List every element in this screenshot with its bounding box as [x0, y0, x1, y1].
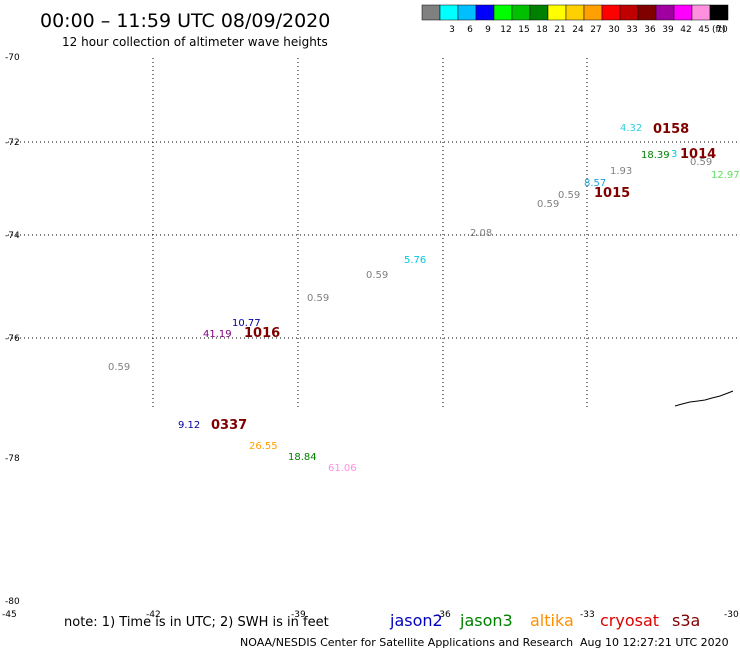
lon-label: -30	[724, 610, 739, 620]
satellite-legend: jason2 jason3 altika cryosat s3a	[389, 611, 700, 630]
color-scale: 3 6 9 12 15 18 21 24 27 30 33 36 39 42 45 70(ft)	[421, 4, 729, 35]
scale-swatch	[439, 4, 459, 21]
footer-credit: NOAA/NESDIS Center for Satellite Applica…	[240, 636, 573, 649]
scale-label: 15	[518, 25, 529, 35]
observation-time-label: 1015	[594, 186, 630, 201]
scale-swatch	[493, 4, 513, 21]
lon-label: -39	[291, 610, 306, 620]
lon-label: -36	[436, 610, 451, 620]
legend-altika: altika	[530, 611, 574, 630]
scale-swatch	[565, 4, 585, 21]
wave-height-label: 5.76	[404, 255, 426, 266]
wave-height-label: 3	[671, 149, 677, 160]
wave-height-label: 0.59	[537, 199, 559, 210]
scale-swatch	[673, 4, 693, 21]
scale-label: 6	[467, 25, 473, 35]
legend-jason2: jason2	[389, 611, 443, 630]
scale-label: 9	[485, 25, 491, 35]
scale-unit: (ft)	[712, 25, 726, 35]
scale-swatch	[529, 4, 549, 21]
legend-jason3: jason3	[459, 611, 513, 630]
wave-height-label: 0.59	[558, 190, 580, 201]
scale-label: 36	[644, 25, 656, 35]
footer-timestamp: Aug 10 12:27:21 UTC 2020	[580, 636, 729, 649]
wave-height-label: 1.93	[610, 166, 632, 177]
scale-swatch	[475, 4, 495, 21]
lon-label: -42	[146, 610, 161, 620]
lat-label: -76	[5, 334, 20, 344]
wave-height-label: 41.19	[203, 329, 232, 340]
legend-s3a: s3a	[672, 611, 700, 630]
graticule	[8, 58, 740, 408]
wave-height-label: 0.59	[690, 157, 712, 168]
wave-height-label: 0.59	[307, 293, 329, 304]
wave-height-label: 0.59	[108, 362, 130, 373]
wave-height-label: 10.77	[232, 318, 261, 329]
lat-label: -72	[5, 138, 20, 148]
lat-label: -70	[5, 53, 20, 63]
wave-height-label: 2.08	[470, 228, 492, 239]
scale-swatch	[619, 4, 639, 21]
scale-swatch	[601, 4, 621, 21]
wave-height-label: 8.57	[584, 178, 606, 189]
scale-swatch	[655, 4, 675, 21]
scale-swatch	[547, 4, 567, 21]
observation-time-label: 1014	[680, 147, 716, 162]
wave-height-label: 12.97	[711, 170, 740, 181]
scale-label: 70	[716, 25, 728, 35]
scale-label: 39	[662, 25, 674, 35]
wave-height-label: 26.55	[249, 441, 278, 452]
observation-time-label: 0158	[653, 122, 689, 137]
map-title: 00:00 – 11:59 UTC 08/09/2020	[40, 10, 330, 32]
scale-label: 24	[572, 25, 584, 35]
footer-note: note: 1) Time is in UTC; 2) SWH is in fe…	[64, 615, 329, 630]
observation-time-label: 0337	[211, 418, 247, 433]
scale-swatch	[511, 4, 531, 21]
wave-height-label: 0.59	[366, 270, 388, 281]
wave-height-label: 4.32	[620, 123, 642, 134]
scale-swatch	[457, 4, 477, 21]
lon-label: -45	[2, 610, 17, 620]
legend-cryosat: cryosat	[600, 611, 659, 630]
scale-label: 21	[554, 25, 565, 35]
scale-label: 27	[590, 25, 601, 35]
lat-label: -78	[5, 454, 20, 464]
scale-swatch	[583, 4, 603, 21]
scale-label: 18	[536, 25, 548, 35]
wave-height-label: 18.84	[288, 452, 317, 463]
scale-label: 3	[449, 25, 455, 35]
scale-swatch	[421, 4, 441, 21]
wave-height-label: 18.39	[641, 150, 670, 161]
wave-height-label: 9.12	[178, 420, 200, 431]
observation-time-label: 1016	[244, 326, 280, 341]
scale-label: 33	[626, 25, 637, 35]
scale-label: 42	[680, 25, 691, 35]
lat-label: -74	[5, 231, 20, 241]
scale-swatch	[691, 4, 711, 21]
wave-height-label: 61.06	[328, 463, 357, 474]
map-subtitle: 12 hour collection of altimeter wave hei…	[62, 35, 328, 49]
lon-label: -33	[580, 610, 595, 620]
lat-labels: -70 -72 -74 -76 -78 -80	[5, 53, 20, 607]
scale-label: 45	[698, 25, 709, 35]
scale-label: 30	[608, 25, 620, 35]
lat-label: -80	[5, 597, 20, 607]
scale-swatch	[637, 4, 657, 21]
scale-swatch	[709, 4, 729, 21]
coastline	[674, 390, 734, 407]
scale-label: 12	[500, 25, 511, 35]
lon-labels: -45 -42 -39 -36 -33 -30	[2, 610, 739, 620]
